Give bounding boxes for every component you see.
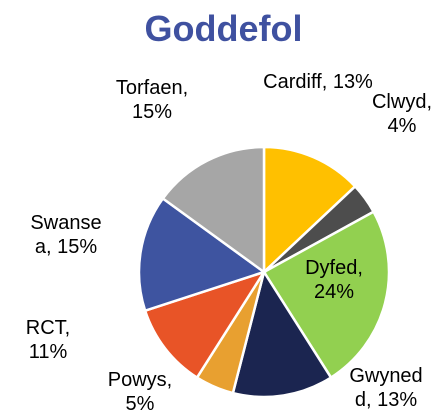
data-label: Dyfed, 24% xyxy=(305,257,363,303)
pie-slice xyxy=(262,145,357,275)
data-label: Gwynedd, 13% xyxy=(349,365,423,411)
pie-slice xyxy=(143,269,267,380)
pie-slice xyxy=(137,196,267,313)
chart-title: Goddefol xyxy=(144,8,303,49)
data-label: Powys, 5% xyxy=(107,369,173,415)
pie-slice xyxy=(262,210,391,380)
data-label: Clwyd, 4% xyxy=(371,91,432,137)
data-label: Torfaen, 15% xyxy=(115,77,189,123)
data-label: Cardiff, 13% xyxy=(263,71,373,93)
data-label: Swansea, 15% xyxy=(30,212,102,258)
pie-slice xyxy=(161,145,266,275)
data-label: RCT, 11% xyxy=(25,317,71,363)
pie-slice xyxy=(231,268,333,399)
